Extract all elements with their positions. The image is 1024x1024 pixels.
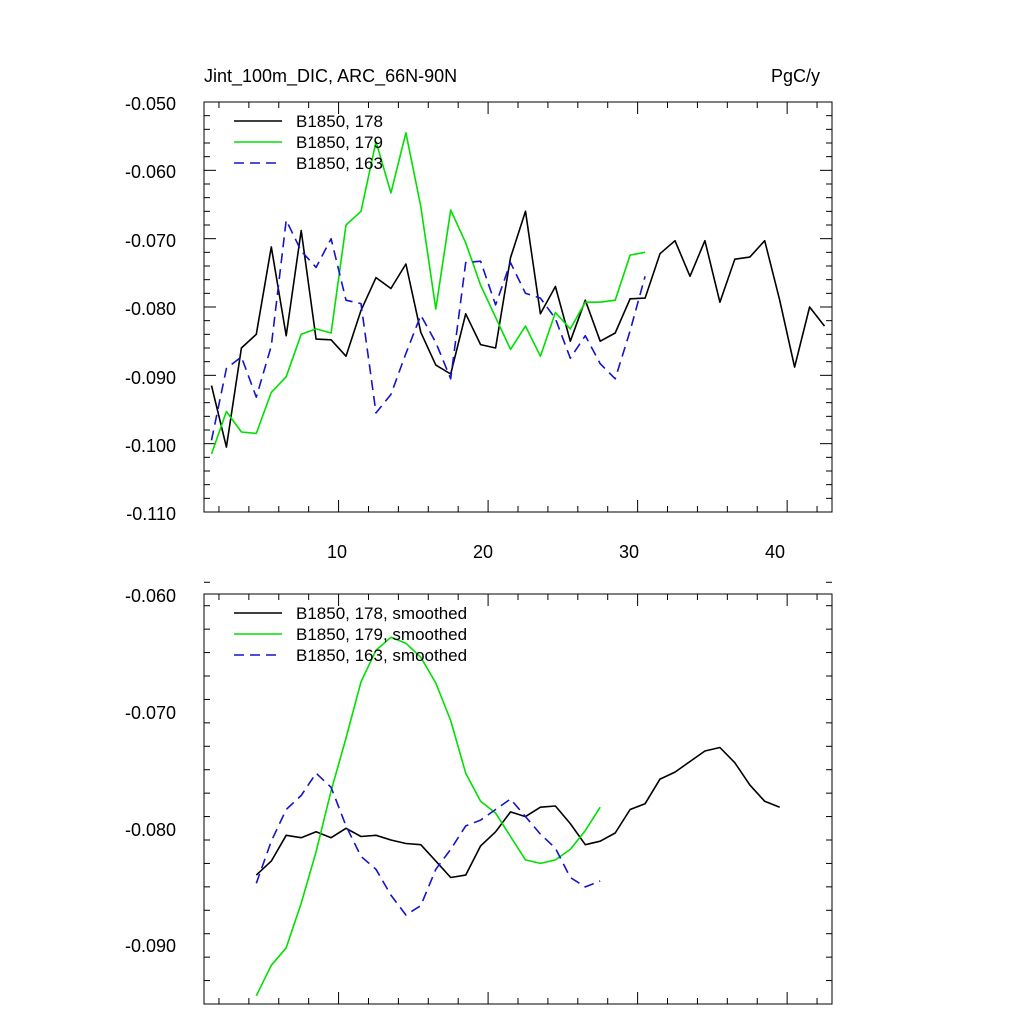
top-x-tick-label-10: 10: [327, 542, 347, 562]
top-legend-label-178: B1850, 178: [296, 112, 383, 131]
top-panel-units: PgC/y: [771, 66, 820, 86]
top-plot-frame: [203, 101, 833, 513]
bottom-series-line-b1850-163-smoothed: [255, 772, 601, 916]
top-x-tick-label-40: 40: [765, 542, 785, 562]
bottom-y-tick-label-neg0.090: -0.090: [125, 936, 176, 956]
top-panel: Jint_100m_DIC, ARC_66N-90N PgC/y -0.050 …: [125, 66, 833, 562]
top-y-tick-label-neg0.090: -0.090: [125, 368, 176, 388]
top-y-tick-label-neg0.080: -0.080: [125, 299, 176, 319]
bottom-y-tick-label-neg0.070: -0.070: [125, 703, 176, 723]
bottom-legend: B1850, 178, smoothed B1850, 179, smoothe…: [234, 604, 467, 665]
top-x-tick-label-20: 20: [473, 542, 493, 562]
bottom-series-line-b1850-179-smoothed: [255, 636, 601, 997]
top-y-tick-label-neg0.060: -0.060: [125, 162, 176, 182]
bottom-legend-label-178: B1850, 178, smoothed: [296, 604, 467, 623]
top-series-line-b1850-179: [210, 132, 646, 455]
bottom-series-line-b1850-178-smoothed: [255, 746, 780, 879]
bottom-y-tick-label-neg0.080: -0.080: [125, 820, 176, 840]
bottom-legend-label-163: B1850, 163, smoothed: [296, 646, 467, 665]
top-y-tick-label-neg0.100: -0.100: [125, 436, 176, 456]
bottom-y-tick-label-neg0.060: -0.060: [125, 586, 176, 606]
bottom-plot-frame: [203, 593, 833, 1005]
top-series-line-b1850-163: [210, 219, 646, 441]
top-series-line-b1850-178: [210, 210, 826, 448]
bottom-series-group: [255, 636, 780, 997]
top-y-tick-label-neg0.070: -0.070: [125, 231, 176, 251]
bottom-legend-label-179: B1850, 179, smoothed: [296, 625, 467, 644]
top-y-tick-label-neg0.050: -0.050: [125, 94, 176, 114]
top-legend-label-179: B1850, 179: [296, 133, 383, 152]
bottom-panel-ticks: [204, 581, 832, 1005]
top-x-tick-label-30: 30: [619, 542, 639, 562]
top-legend: B1850, 178 B1850, 179 B1850, 163: [234, 112, 383, 173]
top-y-tick-label-neg0.110: -0.110: [126, 504, 176, 524]
bottom-panel: -0.060 -0.070 -0.080 -0.090 B1850, 178, …: [125, 581, 833, 1005]
top-legend-label-163: B1850, 163: [296, 154, 383, 173]
top-panel-title: Jint_100m_DIC, ARC_66N-90N: [204, 66, 457, 87]
top-series-group: [210, 132, 826, 455]
